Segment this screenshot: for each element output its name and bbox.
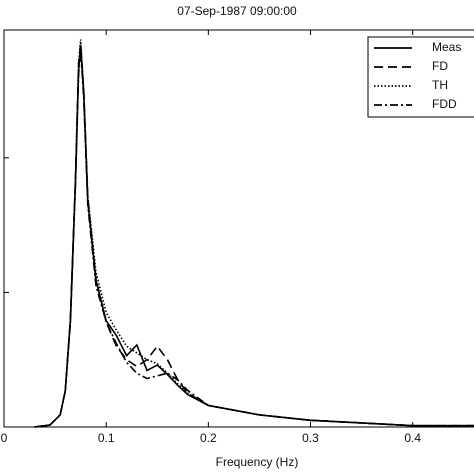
legend-label: FD <box>432 59 448 73</box>
chart-title: 07-Sep-1987 09:00:00 <box>177 4 297 18</box>
x-tick-label: 0 <box>1 431 8 445</box>
x-tick-label: 0.1 <box>98 431 115 445</box>
x-tick-label: 0.3 <box>302 431 319 445</box>
series-line <box>34 50 474 428</box>
legend-label: FDD <box>432 97 457 111</box>
legend-label: Meas <box>432 40 461 54</box>
plot-frame <box>3 29 474 428</box>
x-axis-label: Frequency (Hz) <box>216 455 299 469</box>
x-tick-label: 0.4 <box>404 431 421 445</box>
x-tick-label: 0.2 <box>200 431 217 445</box>
legend-box <box>367 36 474 118</box>
legend-label: TH <box>432 78 448 92</box>
series-line <box>34 39 474 428</box>
